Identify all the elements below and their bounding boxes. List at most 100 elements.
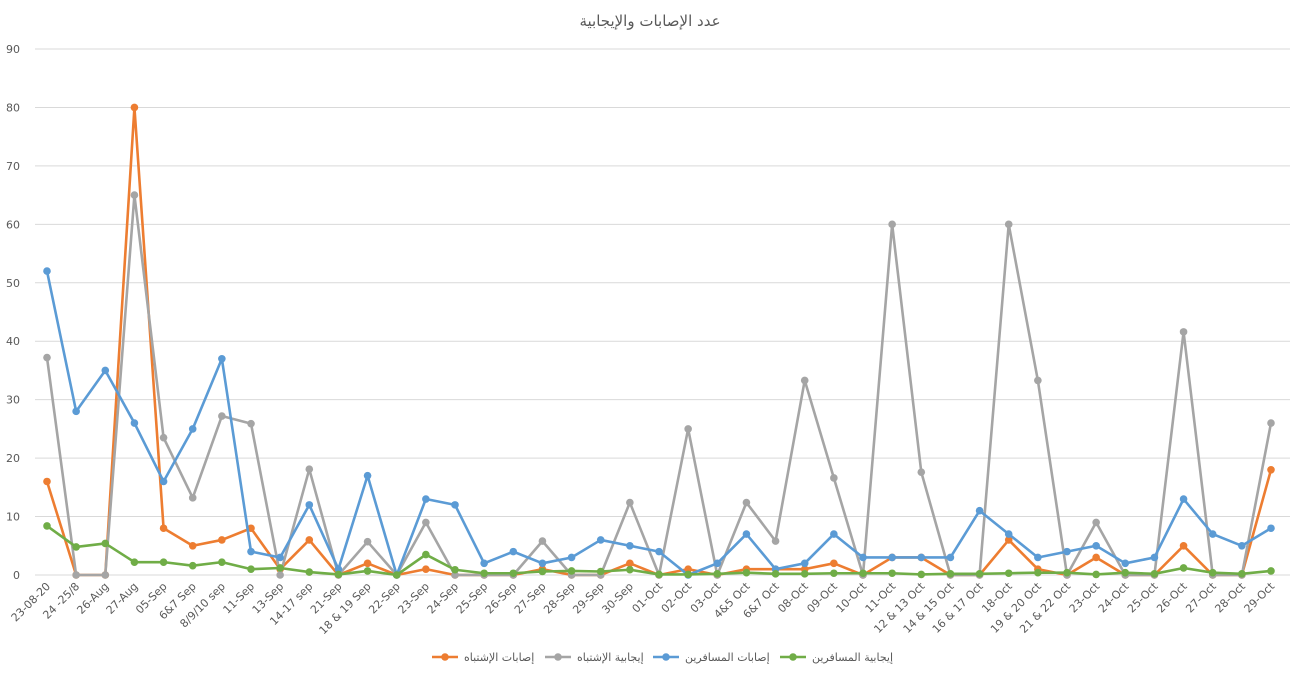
data-point xyxy=(626,565,634,574)
data-point xyxy=(305,501,314,509)
gridlines xyxy=(35,48,1290,576)
data-point xyxy=(626,541,634,550)
data-point xyxy=(830,530,838,538)
y-tick-label: 30 xyxy=(6,394,20,407)
data-point xyxy=(830,569,838,578)
data-point xyxy=(451,571,459,579)
data-point xyxy=(43,522,51,530)
legend-label: إيجابية المسافرين xyxy=(812,651,893,664)
data-point xyxy=(655,570,663,579)
x-tick-label: 11-Sep xyxy=(221,580,258,617)
data-point xyxy=(1004,569,1013,578)
data-point xyxy=(1179,328,1188,336)
x-tick-label: 23-Oct xyxy=(1067,579,1103,615)
data-point xyxy=(247,547,255,556)
data-point xyxy=(130,191,139,199)
data-point xyxy=(218,412,226,420)
data-point xyxy=(43,267,51,275)
data-point xyxy=(159,524,168,533)
data-point xyxy=(1150,553,1159,562)
data-point xyxy=(684,425,692,433)
data-point xyxy=(188,425,197,433)
legend-entry: إيجابية المسافرين xyxy=(780,651,893,664)
data-point xyxy=(218,536,226,544)
series-line xyxy=(45,269,1273,577)
x-tick-label: 09-Oct xyxy=(804,579,840,615)
series-line xyxy=(45,193,1273,577)
x-tick-label: 08-Oct xyxy=(775,579,811,615)
x-tick-label: 24-Sep xyxy=(425,580,462,617)
data-point xyxy=(917,553,926,562)
data-point xyxy=(247,419,255,428)
legend-label: إصابات المسافرين xyxy=(685,651,770,664)
legend-label: إيجابية الإشتباه xyxy=(577,651,644,664)
x-tick-label: 25-Oct xyxy=(1125,579,1161,615)
x-tick-label: 29-Sep xyxy=(570,580,607,617)
data-point xyxy=(130,558,139,566)
data-point xyxy=(1121,568,1130,577)
data-point xyxy=(72,407,80,416)
data-point xyxy=(422,565,430,573)
x-tick-label: 30-Sep xyxy=(599,580,636,617)
data-point xyxy=(1004,536,1013,544)
x-tick-label: 26-Aug xyxy=(74,580,111,617)
data-point xyxy=(1004,530,1013,538)
data-point xyxy=(888,569,896,578)
data-point xyxy=(830,474,838,482)
data-point xyxy=(1267,567,1275,575)
legend-entry: إصابات المسافرين xyxy=(653,651,770,664)
data-point xyxy=(392,571,401,579)
data-point xyxy=(43,353,51,362)
data-point xyxy=(480,559,488,568)
x-tick-label: 24-Oct xyxy=(1096,579,1132,615)
x-tick-label: 27-Oct xyxy=(1183,579,1219,615)
x-tick-label: 22-Sep xyxy=(366,580,403,617)
data-point xyxy=(305,568,314,576)
legend-swatch-marker xyxy=(441,653,449,661)
data-point xyxy=(1267,524,1275,533)
data-point xyxy=(218,354,226,363)
data-point xyxy=(101,366,110,375)
data-point xyxy=(888,553,896,562)
data-point xyxy=(509,547,518,556)
data-point xyxy=(538,567,547,576)
legend-entry: إصابات الإشتباه xyxy=(432,651,534,664)
data-point xyxy=(1092,553,1100,562)
data-point xyxy=(1092,518,1100,527)
data-point xyxy=(218,558,226,566)
x-tick-label: 10-Oct xyxy=(834,579,870,615)
data-point xyxy=(1179,495,1188,503)
data-point xyxy=(276,553,284,562)
data-point xyxy=(859,553,867,562)
data-point xyxy=(742,530,751,538)
data-point xyxy=(188,541,197,550)
data-point xyxy=(451,501,459,509)
x-tick-label: 27-Sep xyxy=(512,580,549,617)
data-point xyxy=(684,565,692,573)
y-tick-label: 90 xyxy=(6,43,20,56)
data-point xyxy=(305,536,314,544)
data-point xyxy=(1034,568,1042,577)
data-point xyxy=(1121,559,1130,568)
data-point xyxy=(626,559,634,568)
x-tick-label: 23-Sep xyxy=(395,580,432,617)
data-point xyxy=(1267,466,1275,474)
data-point xyxy=(159,477,168,486)
data-point xyxy=(305,465,314,474)
data-point xyxy=(43,477,51,486)
chart-title: عدد الإصابات والإيجابية xyxy=(579,12,720,30)
data-point xyxy=(422,495,430,503)
data-point xyxy=(130,103,139,112)
series-lines xyxy=(43,103,1275,579)
data-point xyxy=(188,561,197,570)
x-tick-label: 26-Sep xyxy=(483,580,520,617)
data-point xyxy=(713,559,722,568)
legend-swatch-marker xyxy=(662,653,670,661)
data-point xyxy=(1063,568,1071,577)
x-tick-label: 02-Oct xyxy=(659,579,695,615)
data-point xyxy=(888,220,896,229)
data-point xyxy=(946,553,955,562)
y-tick-label: 10 xyxy=(6,511,20,524)
series-2 xyxy=(43,191,1275,579)
